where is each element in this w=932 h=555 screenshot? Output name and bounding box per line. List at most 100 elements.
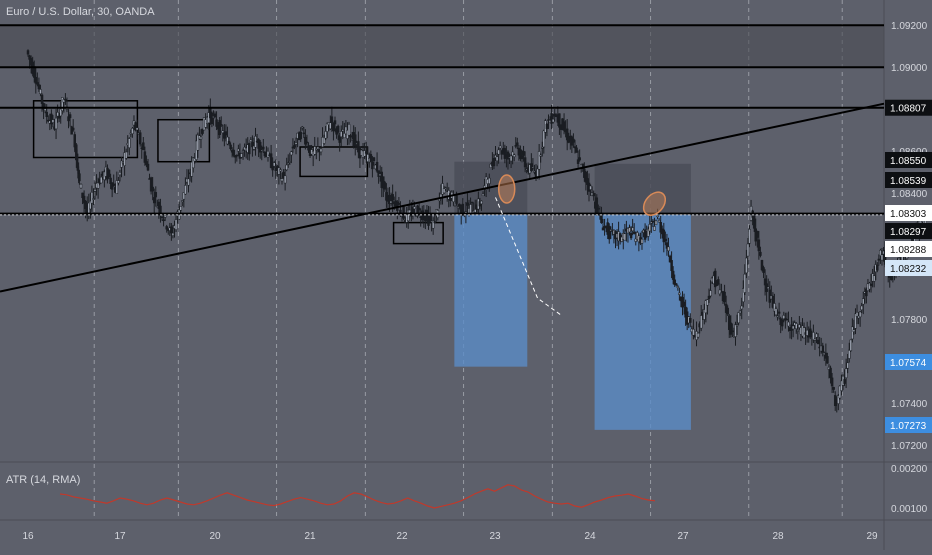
- candle-body: [795, 323, 798, 329]
- candle-body: [703, 309, 706, 320]
- candle-body: [628, 227, 631, 233]
- candle-body: [364, 151, 368, 154]
- candle-body: [595, 197, 599, 215]
- candle-body: [498, 145, 502, 149]
- time-axis-layer: 16 17 20 21 22 23 24 27 28 29: [22, 531, 878, 542]
- candle-body: [215, 119, 218, 127]
- time-tick-label: 28: [772, 531, 784, 542]
- consolidation-box: [32, 100, 139, 159]
- candle-body: [274, 167, 278, 172]
- candle-body: [269, 153, 273, 168]
- candle-body: [29, 58, 33, 66]
- candle-body: [157, 201, 161, 210]
- candle-body: [551, 118, 555, 123]
- candle-body: [668, 255, 672, 263]
- candle-body: [232, 149, 235, 156]
- candle-body: [131, 128, 134, 134]
- candle-body: [473, 209, 477, 213]
- price-label-text: 1.08550: [890, 156, 927, 167]
- candle-body: [696, 332, 700, 338]
- candle-body: [851, 326, 854, 340]
- candle-body: [154, 192, 158, 198]
- candle-body: [221, 130, 225, 134]
- candle-body: [50, 113, 53, 125]
- candle-body: [488, 177, 491, 184]
- atr-tick-label: 0.00100: [891, 504, 928, 515]
- candle-body: [84, 200, 87, 210]
- candle-body: [852, 329, 856, 332]
- candle-body: [657, 220, 661, 223]
- candle-body: [196, 134, 200, 151]
- candle-body: [210, 112, 214, 124]
- candle-body: [142, 142, 145, 151]
- candle-body: [138, 132, 142, 145]
- candle-body: [709, 290, 712, 297]
- candle-body: [442, 188, 446, 194]
- candle-body: [294, 142, 298, 145]
- candle-body: [371, 161, 374, 170]
- time-tick-label: 24: [584, 531, 596, 542]
- candle-body: [656, 215, 659, 218]
- candle-body: [118, 172, 122, 176]
- candle-body: [868, 282, 871, 290]
- candle-body: [170, 226, 173, 234]
- candle-body: [223, 132, 226, 139]
- resistance-zone: [0, 25, 884, 68]
- candle-body: [341, 129, 345, 132]
- candle-body: [301, 126, 304, 129]
- candle-body: [509, 155, 513, 162]
- candle-body: [757, 239, 761, 252]
- candle-body: [737, 312, 740, 324]
- candle-body: [397, 202, 401, 205]
- candle-body: [354, 134, 357, 147]
- candle-body: [759, 251, 762, 256]
- price-label-text: 1.08539: [890, 176, 927, 187]
- candle-body: [798, 324, 801, 328]
- candle-body: [523, 157, 527, 168]
- candle-body: [752, 215, 756, 229]
- candle-body: [372, 157, 376, 161]
- candle-body: [229, 144, 232, 149]
- candle-body: [785, 318, 789, 321]
- candle-body: [36, 82, 39, 85]
- candle-body: [107, 169, 111, 178]
- candle-body: [68, 114, 72, 119]
- candle-body: [869, 283, 873, 286]
- position-stop-zone: [594, 163, 691, 215]
- candle-body: [503, 148, 507, 159]
- candle-body: [339, 131, 343, 138]
- time-tick-label: 27: [677, 531, 689, 542]
- candle-body: [726, 307, 729, 315]
- candle-body: [57, 115, 61, 119]
- price-label-text: 1.08232: [890, 264, 927, 275]
- candle-body: [336, 125, 340, 133]
- candle-body: [391, 194, 394, 205]
- candle-body: [846, 362, 849, 369]
- candle-body: [707, 295, 711, 300]
- candle-body: [773, 303, 776, 312]
- candle-body: [319, 148, 323, 153]
- candle-body: [417, 207, 421, 211]
- candle-body: [553, 113, 556, 117]
- price-label-box: [885, 99, 932, 116]
- candle-body: [388, 194, 391, 204]
- candle-body: [120, 160, 123, 168]
- candle-body: [742, 288, 745, 303]
- candle-body: [516, 142, 519, 146]
- time-tick-label: 16: [22, 531, 34, 542]
- candle-body: [329, 122, 332, 130]
- candle-body: [62, 99, 66, 103]
- candle-body: [748, 229, 751, 244]
- candle-body: [735, 324, 739, 327]
- candle-body: [413, 206, 416, 210]
- candle-body: [272, 162, 276, 167]
- candle-body: [734, 324, 737, 337]
- candle-body: [565, 128, 569, 141]
- candle-body: [597, 207, 600, 210]
- candle-body: [325, 123, 329, 132]
- candle-body: [826, 356, 829, 364]
- candle-body: [480, 200, 483, 205]
- candle-body: [248, 143, 251, 155]
